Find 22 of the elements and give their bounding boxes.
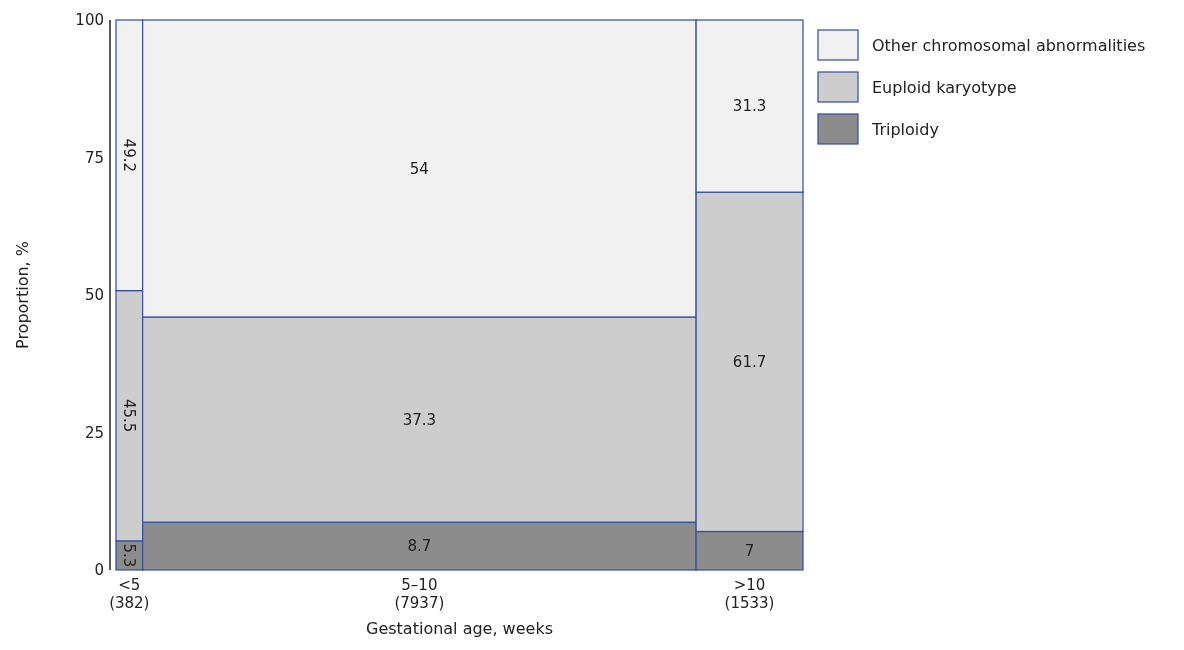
y-axis-title: Proportion, %	[13, 241, 32, 349]
data-label: 5.3	[120, 543, 139, 568]
y-tick-label: 25	[84, 423, 104, 442]
data-label: 8.7	[407, 537, 432, 556]
x-tick-label: >10 (1533)	[724, 576, 775, 612]
y-tick-label: 100	[75, 11, 104, 29]
data-label: 37.3	[402, 410, 437, 429]
data-label: 7	[744, 541, 755, 560]
legend-label: Other chromosomal abnormalities	[872, 35, 1146, 55]
data-label: 31.3	[732, 97, 767, 116]
legend-label: Triploidy	[871, 119, 939, 139]
x-tick-label: <5 (382)	[109, 576, 150, 612]
y-tick-label: 50	[84, 286, 104, 304]
data-label: 49.2	[120, 138, 139, 172]
y-tick-label: 0	[94, 561, 104, 579]
data-label: 54	[409, 159, 429, 178]
x-tick-label: 5–10 (7937)	[394, 576, 445, 612]
y-tick-label: 75	[84, 148, 104, 167]
data-label: 45.5	[120, 399, 139, 433]
x-axis-title: Gestational age, weeks	[366, 619, 553, 638]
data-label: 61.7	[732, 352, 767, 371]
legend-label: Euploid karyotype	[872, 77, 1017, 97]
